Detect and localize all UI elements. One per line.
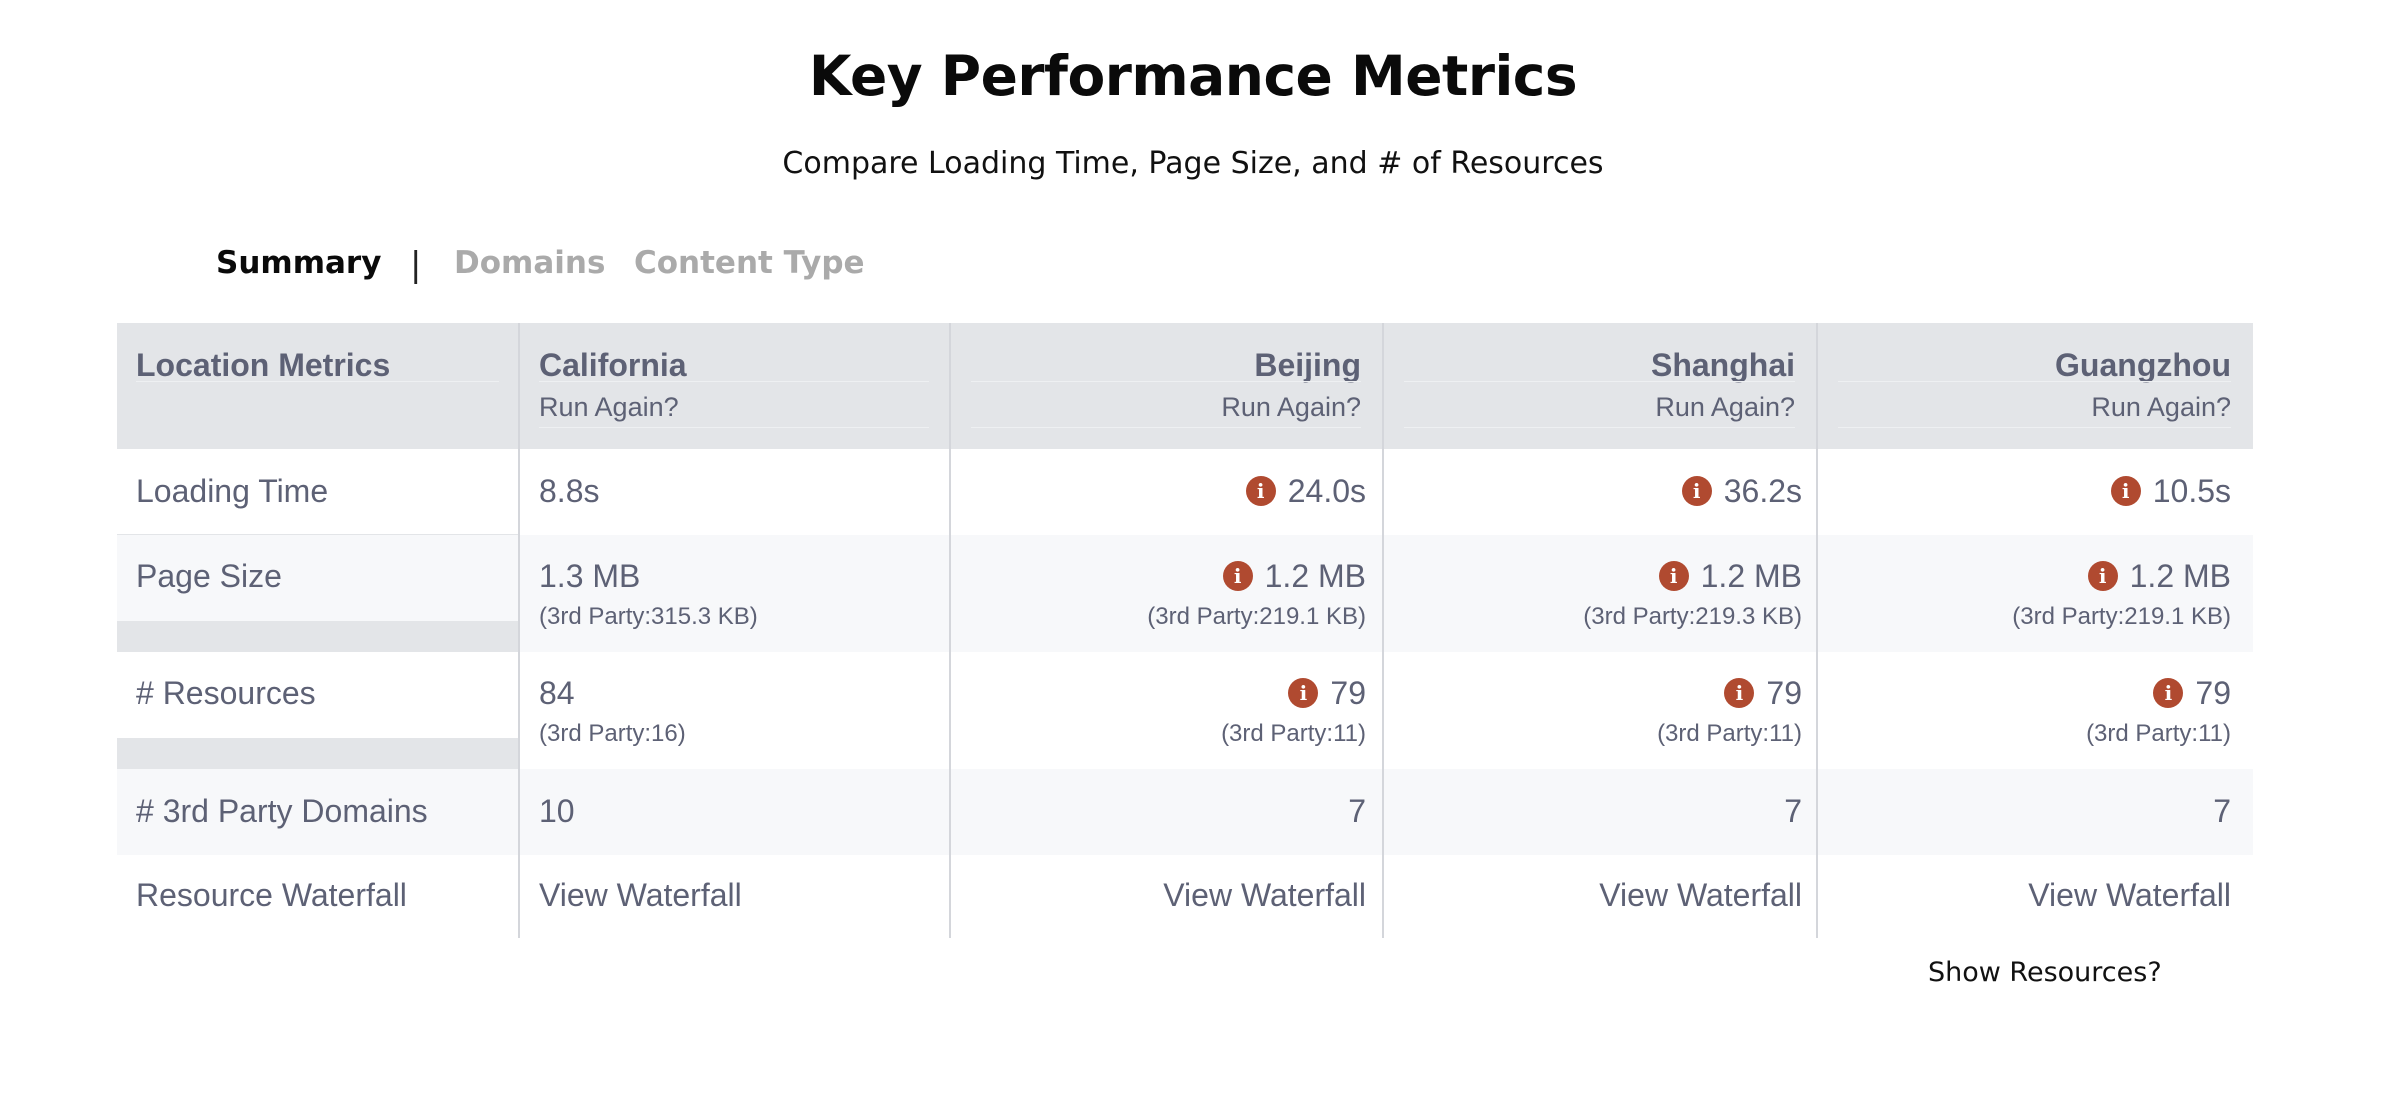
info-icon: i <box>1658 560 1689 591</box>
label-filler <box>117 738 518 769</box>
metric-value-warning: i 1.2 MB <box>2087 558 2231 595</box>
run-again-link[interactable]: Run Again? <box>1221 392 1361 422</box>
view-waterfall-link[interactable]: View Waterfall <box>539 877 742 913</box>
view-waterfall-link[interactable]: View Waterfall <box>2028 877 2231 913</box>
metric-value: 79 <box>2195 675 2231 711</box>
metric-value: 1.3 MB <box>539 558 641 594</box>
info-icon: i <box>2110 475 2141 506</box>
corner-header-cell: Location Metrics <box>117 323 518 449</box>
metric-subvalue: (3rd Party:219.3 KB) <box>1583 603 1802 630</box>
corner-label: Location Metrics <box>136 347 391 383</box>
metric-value: 1.2 MB <box>2129 558 2231 594</box>
info-icon: i <box>1245 475 1276 506</box>
metric-value-warning: i 10.5s <box>2110 473 2231 510</box>
tab-content-type[interactable]: Content Type <box>634 245 865 281</box>
metric-value: 1.2 MB <box>1700 558 1802 594</box>
info-icon: i <box>2153 677 2184 708</box>
view-waterfall-link[interactable]: View Waterfall <box>1163 877 1366 913</box>
metric-value-warning: i 79 <box>1724 675 1802 712</box>
info-icon: i <box>1681 475 1712 506</box>
metric-value: 36.2s <box>1723 473 1802 509</box>
metric-value-warning: i 79 <box>2153 675 2231 712</box>
row-label: # Resources <box>136 675 316 711</box>
view-waterfall-link[interactable]: View Waterfall <box>1599 877 1802 913</box>
location-header-guangzhou: Guangzhou Run Again? <box>1818 323 2253 449</box>
header-underline <box>1404 427 1795 428</box>
run-again-link[interactable]: Run Again? <box>1655 392 1795 422</box>
header-underline <box>539 381 929 382</box>
location-name: Guangzhou <box>2055 347 2231 383</box>
metric-value: 24.0s <box>1287 473 1366 509</box>
row-label: Page Size <box>136 558 282 594</box>
metric-value: 7 <box>2213 793 2231 829</box>
column-divider <box>1816 323 1818 938</box>
row-label: # 3rd Party Domains <box>136 793 428 829</box>
tab-separator: | <box>410 245 422 285</box>
table-row: # Resources 84 (3rd Party:16) i 79 (3rd P… <box>117 652 2253 769</box>
metric-value: 7 <box>1348 793 1366 829</box>
metric-value-warning: i 36.2s <box>1681 473 1802 510</box>
metric-subvalue: (3rd Party:219.1 KB) <box>1147 603 1366 630</box>
run-again-link[interactable]: Run Again? <box>539 392 679 422</box>
header-underline <box>539 427 929 428</box>
location-name: Beijing <box>1254 347 1361 383</box>
metric-value: 79 <box>1330 675 1366 711</box>
table-row: # 3rd Party Domains 10 7 7 7 <box>117 769 2253 855</box>
location-header-california: California Run Again? <box>520 323 949 449</box>
location-name: Shanghai <box>1650 347 1795 383</box>
metric-value: 7 <box>1784 793 1802 829</box>
column-divider <box>949 323 951 938</box>
table-header-row: Location Metrics California Run Again? B… <box>117 323 2253 449</box>
info-icon: i <box>1724 677 1755 708</box>
header-underline <box>136 381 499 382</box>
header-underline <box>1838 381 2231 382</box>
metric-value-warning: i 1.2 MB <box>1222 558 1366 595</box>
metric-subvalue: (3rd Party:11) <box>1657 720 1802 747</box>
info-icon: i <box>1288 677 1319 708</box>
row-divider <box>117 534 518 535</box>
location-name: California <box>539 347 687 383</box>
page-title: Key Performance Metrics <box>808 44 1578 108</box>
metric-value-warning: i 1.2 MB <box>1658 558 1802 595</box>
location-header-shanghai: Shanghai Run Again? <box>1384 323 1816 449</box>
header-underline <box>971 381 1361 382</box>
metric-subvalue: (3rd Party:219.1 KB) <box>2012 603 2231 630</box>
metrics-table: Location Metrics California Run Again? B… <box>117 323 2253 938</box>
info-icon: i <box>2087 560 2118 591</box>
table-row: Resource Waterfall View Waterfall View W… <box>117 855 2253 938</box>
label-filler <box>117 621 518 652</box>
tab-summary[interactable]: Summary <box>216 245 382 281</box>
column-divider <box>518 323 520 938</box>
metric-value: 10.5s <box>2152 473 2231 509</box>
row-label: Loading Time <box>136 473 329 509</box>
row-label: Resource Waterfall <box>136 877 407 913</box>
metric-value-warning: i 79 <box>1288 675 1366 712</box>
column-divider <box>1382 323 1384 938</box>
info-icon: i <box>1222 560 1253 591</box>
run-again-link[interactable]: Run Again? <box>2091 392 2231 422</box>
metric-value: 10 <box>539 793 575 829</box>
metric-value: 79 <box>1766 675 1802 711</box>
show-resources-link[interactable]: Show Resources? <box>1928 957 2162 988</box>
table-row: Loading Time 8.8s i 24.0s i 36.2s i 10.5s <box>117 449 2253 535</box>
metric-subvalue: (3rd Party:11) <box>1221 720 1366 747</box>
location-header-beijing: Beijing Run Again? <box>951 323 1382 449</box>
metric-value-warning: i 24.0s <box>1245 473 1366 510</box>
metric-value: 1.2 MB <box>1264 558 1366 594</box>
tab-domains[interactable]: Domains <box>454 245 606 281</box>
header-underline <box>1838 427 2231 428</box>
page-subtitle: Compare Loading Time, Page Size, and # o… <box>782 146 1604 181</box>
header-underline <box>1404 381 1795 382</box>
metric-subvalue: (3rd Party:11) <box>2086 720 2231 747</box>
header-underline <box>971 427 1361 428</box>
metric-value: 8.8s <box>539 473 600 509</box>
metric-subvalue: (3rd Party:16) <box>539 720 686 747</box>
metric-value: 84 <box>539 675 575 711</box>
metric-subvalue: (3rd Party:315.3 KB) <box>539 603 758 630</box>
